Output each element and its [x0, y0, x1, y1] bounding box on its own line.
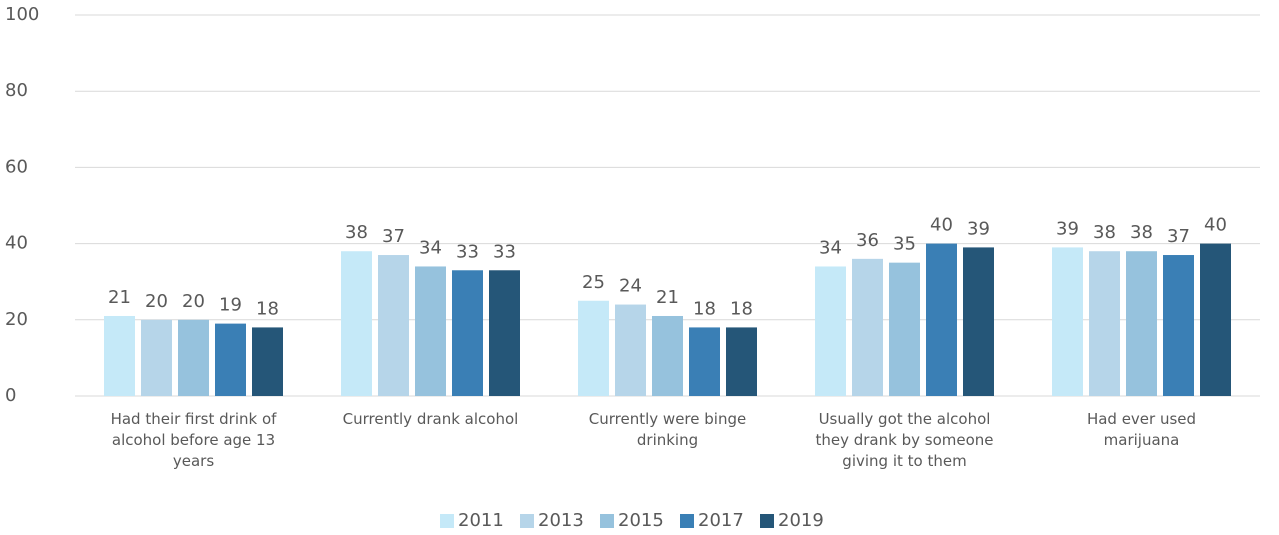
legend-label: 2019: [778, 510, 824, 531]
bar: [378, 255, 409, 396]
data-label: 35: [893, 234, 916, 255]
data-label: 33: [456, 241, 479, 262]
data-label: 24: [619, 276, 642, 297]
bar: [689, 327, 720, 396]
bar: [1163, 255, 1194, 396]
bar: [1200, 243, 1231, 396]
bar: [652, 315, 683, 396]
y-tick-label: 20: [5, 309, 28, 330]
legend-swatch: [520, 514, 534, 528]
data-label: 39: [967, 218, 990, 239]
legend-swatch: [440, 514, 454, 528]
bar: [926, 243, 957, 396]
data-label: 40: [1204, 215, 1227, 236]
data-label: 37: [1167, 226, 1190, 247]
legend-swatch: [760, 514, 774, 528]
data-label: 38: [1093, 222, 1116, 243]
data-label: 33: [493, 241, 516, 262]
data-label: 20: [145, 291, 168, 312]
data-label: 19: [219, 295, 242, 316]
bar: [1089, 251, 1120, 396]
legend-swatch: [680, 514, 694, 528]
x-tick-label: Usually got the alcohol they drank by so…: [815, 410, 994, 470]
bar: [889, 262, 920, 396]
data-label: 21: [108, 287, 131, 308]
bar: [815, 266, 846, 396]
data-label: 37: [382, 226, 405, 247]
data-label: 39: [1056, 218, 1079, 239]
data-label: 38: [1130, 222, 1153, 243]
bar: [578, 300, 609, 396]
bar: [489, 270, 520, 396]
x-tick-label: Had their first drink of alcohol before …: [110, 410, 277, 470]
y-tick-label: 40: [5, 233, 28, 254]
legend-label: 2011: [458, 510, 504, 531]
data-label: 18: [693, 298, 716, 319]
data-label: 20: [182, 291, 205, 312]
y-tick-label: 0: [5, 385, 16, 406]
data-label: 25: [582, 272, 605, 293]
bar: [215, 323, 246, 396]
x-tick-label: Currently were binge drinking: [588, 410, 747, 449]
y-tick-label: 60: [5, 156, 28, 177]
bar: [615, 304, 646, 396]
data-label: 18: [730, 298, 753, 319]
data-label: 36: [856, 230, 879, 251]
data-label: 38: [345, 222, 368, 243]
bar: [104, 315, 135, 396]
legend-swatch: [600, 514, 614, 528]
legend-label: 2013: [538, 510, 584, 531]
y-tick-label: 80: [5, 80, 28, 101]
bar: [141, 319, 172, 396]
bar: [341, 251, 372, 396]
bar: [252, 327, 283, 396]
bar: [852, 258, 883, 396]
bar: [178, 319, 209, 396]
bar: [726, 327, 757, 396]
data-label: 34: [419, 237, 442, 258]
data-label: 40: [930, 215, 953, 236]
data-label: 34: [819, 237, 842, 258]
x-tick-label: Currently drank alcohol: [342, 410, 519, 428]
legend-label: 2015: [618, 510, 664, 531]
bar: [963, 247, 994, 396]
bar: [452, 270, 483, 396]
legend-label: 2017: [698, 510, 744, 531]
bar: [415, 266, 446, 396]
bar: [1126, 251, 1157, 396]
data-label: 18: [256, 298, 279, 319]
bar: [1052, 247, 1083, 396]
x-tick-label: Had ever used marijuana: [1086, 410, 1197, 449]
y-tick-label: 100: [5, 4, 39, 25]
data-label: 21: [656, 287, 679, 308]
